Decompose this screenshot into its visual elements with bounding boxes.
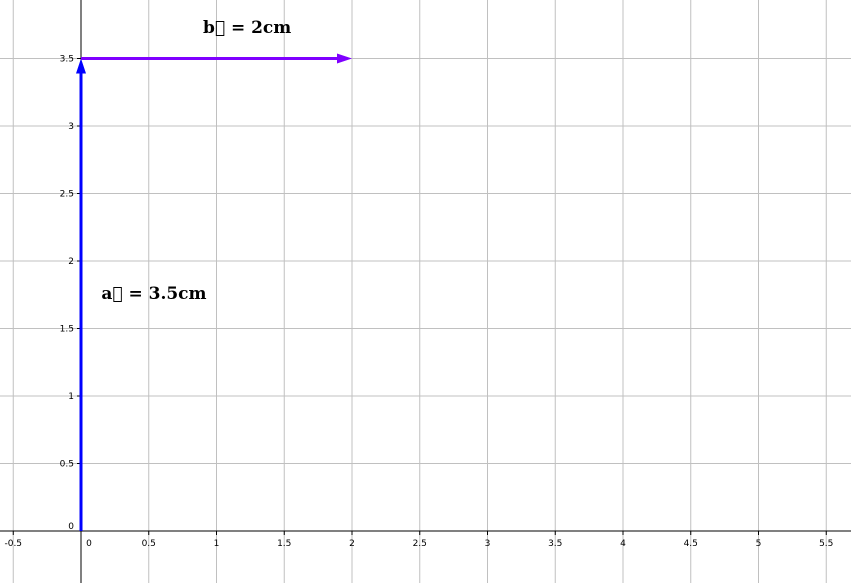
x-tick-label: 5.5 — [819, 539, 833, 549]
x-tick-label: 5 — [756, 539, 762, 549]
y-tick-label: 2.5 — [60, 190, 74, 200]
x-tick-label: 4 — [620, 539, 626, 549]
x-tick-label: 2 — [349, 539, 355, 549]
vector-b-label: b⃗ = 2cm — [203, 18, 291, 38]
y-tick-label: 3 — [68, 122, 74, 132]
x-tick-label: 0.5 — [142, 539, 156, 549]
y-tick-label: 0 — [68, 522, 74, 532]
y-tick-label: 1.5 — [60, 325, 74, 335]
x-tick-labels: -0.5 0 0.5 1 1.5 2 2.5 3 3.5 4 4.5 5 5.5 — [4, 531, 833, 549]
x-tick-label: 0 — [86, 539, 92, 549]
x-tick-label: 1.5 — [277, 539, 291, 549]
vector-a-label: a⃗ = 3.5cm — [101, 284, 206, 304]
x-tick-label: 3.5 — [548, 539, 562, 549]
y-tick-label: 3.5 — [60, 55, 74, 65]
vectors: a⃗ = 3.5cm b⃗ = 2cm — [76, 18, 352, 531]
x-tick-label: 1 — [214, 539, 220, 549]
vector-b-arrowhead — [337, 53, 352, 64]
y-tick-labels: 0 0.5 1 1.5 2 2.5 3 3.5 — [60, 55, 81, 532]
y-tick-label: 1 — [68, 392, 74, 402]
y-tick-label: 2 — [68, 257, 74, 267]
y-tick-label: 0.5 — [60, 460, 74, 470]
x-tick-label: 3 — [485, 539, 491, 549]
x-tick-label: -0.5 — [4, 539, 22, 549]
vector-a-arrowhead — [76, 58, 86, 74]
x-tick-label: 4.5 — [684, 539, 698, 549]
x-tick-label: 2.5 — [413, 539, 427, 549]
